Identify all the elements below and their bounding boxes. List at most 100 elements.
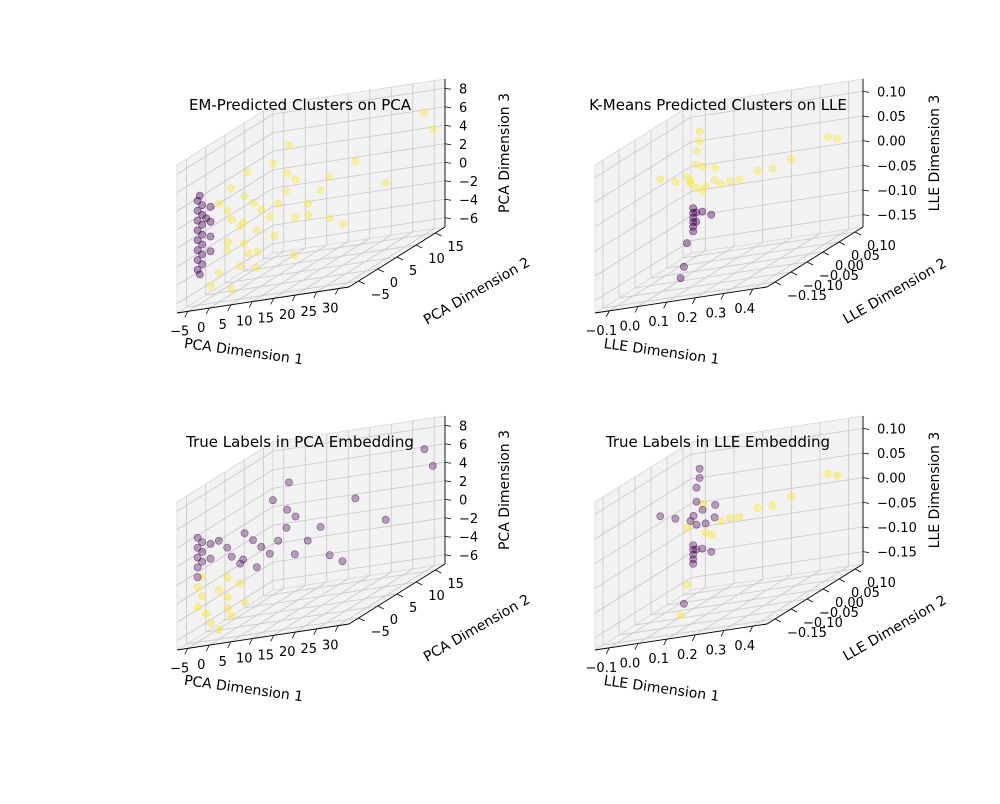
data-point	[198, 240, 206, 249]
z-tick-label: 4	[459, 456, 467, 471]
z-tick-label: 2	[459, 138, 467, 153]
data-point	[683, 523, 692, 532]
grid-line	[594, 577, 692, 639]
z-tick	[862, 526, 870, 529]
x-tick-label: −5	[170, 661, 189, 676]
data-point	[249, 536, 257, 544]
grid-line	[176, 206, 274, 268]
data-point	[195, 191, 204, 200]
x-tick-label: 30	[322, 639, 339, 654]
data-point	[252, 226, 261, 235]
data-point	[206, 247, 215, 256]
data-point	[303, 536, 312, 545]
data-point	[223, 593, 232, 601]
data-point	[282, 186, 291, 195]
data-point	[265, 212, 274, 221]
grid-line	[263, 569, 436, 597]
grid-line	[690, 501, 864, 529]
data-point	[265, 549, 274, 558]
data-point	[227, 215, 236, 224]
z-tick	[444, 461, 452, 464]
grid-line	[272, 535, 446, 563]
grid	[594, 418, 864, 649]
grid-line	[272, 554, 446, 582]
grid-line	[602, 618, 776, 646]
y-tick	[435, 232, 442, 237]
data-point	[711, 500, 720, 509]
z-tick-label: −6	[459, 549, 478, 564]
data-point	[325, 173, 333, 181]
grid-line	[650, 251, 824, 279]
series-2	[206, 108, 437, 293]
z-tick	[444, 424, 452, 427]
data-point	[710, 176, 719, 185]
data-point	[420, 445, 429, 454]
data-point	[428, 124, 437, 133]
data-point	[716, 517, 725, 525]
grid-line	[176, 187, 274, 249]
grid-line	[594, 190, 692, 252]
y-tick-label: 0.05	[851, 249, 880, 264]
x-tick-label: 25	[300, 305, 317, 320]
data-point	[274, 536, 282, 545]
data-point	[428, 461, 437, 470]
x-tick-label: 15	[257, 648, 274, 663]
grid	[594, 81, 864, 312]
x-tick	[270, 635, 275, 642]
x-tick-label: 0.3	[706, 307, 727, 322]
z-tick	[444, 535, 452, 538]
data-point	[676, 611, 685, 619]
x-tick-label: 5	[219, 318, 227, 333]
z-tick	[862, 501, 870, 504]
grid-line	[634, 261, 808, 289]
grid-line	[609, 250, 706, 312]
y-tick-label: 0.10	[867, 239, 896, 254]
grid-line	[690, 427, 864, 455]
x-tick-label: 0.4	[734, 302, 755, 317]
x-tick	[691, 634, 696, 642]
data-point	[198, 220, 206, 229]
z-tick-label: −0.10	[877, 521, 917, 536]
series-2	[193, 445, 437, 582]
data-point	[316, 523, 325, 531]
grid-line	[666, 241, 763, 303]
y-tick-label: 0.05	[851, 586, 880, 601]
y-tick-label: −0.10	[803, 616, 843, 631]
z-tick-label: −2	[459, 512, 478, 527]
data-point	[689, 204, 698, 213]
data-point	[284, 141, 293, 150]
z-tick-label: −0.05	[877, 496, 917, 511]
data-point	[195, 270, 204, 279]
x-axis-line	[594, 623, 768, 651]
y-tick	[416, 581, 423, 586]
y-tick-label: 15	[447, 240, 464, 255]
z-tick-label: −6	[459, 212, 478, 227]
data-point	[689, 208, 698, 217]
grid-line	[594, 215, 692, 277]
x-tick-label: 0.1	[648, 315, 669, 330]
data-point	[198, 201, 206, 209]
z-tick	[862, 452, 870, 455]
x-tick-label: 0.0	[620, 657, 641, 672]
x-tick	[270, 298, 275, 305]
data-point	[206, 554, 215, 563]
grid-line	[594, 141, 692, 203]
x-tick	[227, 304, 232, 312]
data-point	[206, 232, 215, 241]
grid-line	[272, 87, 446, 115]
data-point	[692, 146, 701, 155]
data-point	[689, 218, 698, 227]
grid-line	[176, 113, 274, 175]
data-point	[701, 519, 710, 528]
grid-line	[594, 503, 692, 565]
x-tick-label: 0.0	[620, 320, 641, 335]
y-tick-label: −5	[371, 625, 390, 640]
x-axis-line	[176, 623, 350, 651]
y-tick-label: −5	[371, 288, 390, 303]
data-point	[206, 202, 215, 211]
data-point	[202, 214, 211, 223]
x-tick	[634, 306, 639, 313]
y-tick	[396, 256, 404, 261]
grid-line	[176, 450, 274, 512]
z-tick-label: 8	[459, 419, 467, 434]
